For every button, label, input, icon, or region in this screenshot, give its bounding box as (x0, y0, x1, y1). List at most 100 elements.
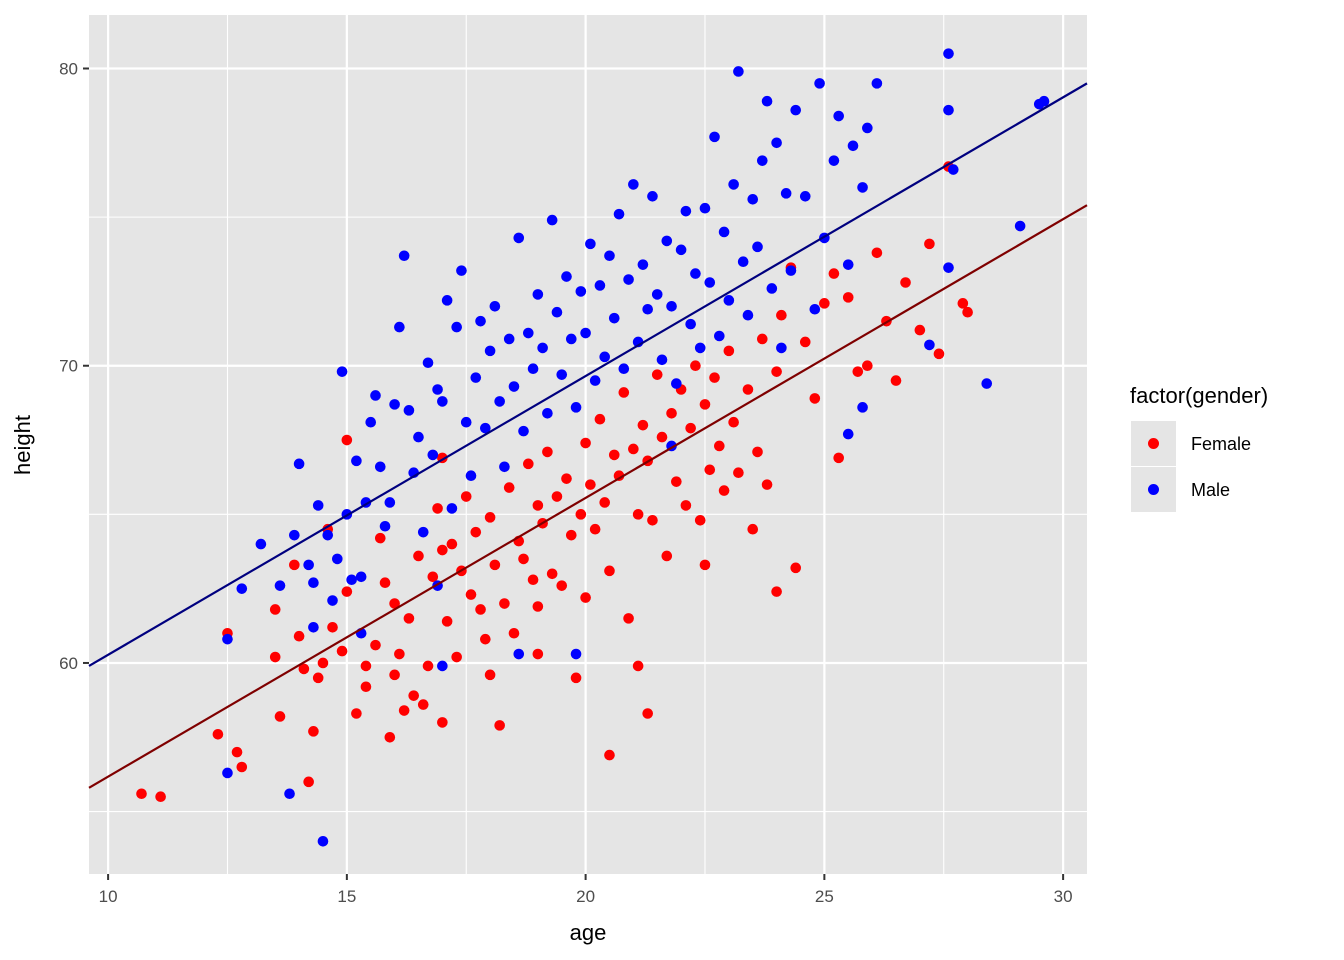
point-female (427, 571, 439, 583)
point-female (312, 672, 324, 684)
point-female (924, 238, 935, 250)
point-female (613, 470, 625, 482)
point-female (494, 720, 505, 731)
point-male (322, 529, 334, 541)
point-male (365, 416, 377, 428)
point-male (551, 306, 563, 318)
point-female (580, 437, 591, 449)
point-male (484, 345, 496, 357)
point-male (842, 259, 854, 270)
point-female (360, 660, 372, 672)
point-female (828, 268, 840, 279)
point-male (690, 268, 701, 279)
point-male (699, 202, 711, 214)
point-male (766, 283, 778, 294)
point-female (370, 639, 381, 651)
point-male (642, 303, 653, 315)
y-axis-title: height (10, 415, 35, 475)
point-male (379, 520, 391, 532)
point-female (608, 449, 620, 461)
point-male (594, 280, 606, 291)
legend-title: factor(gender) (1130, 383, 1268, 408)
fit-line-male (88, 82, 1088, 667)
point-female (589, 523, 601, 535)
point-female (890, 375, 902, 386)
point-male (661, 235, 673, 247)
point-male (747, 193, 759, 205)
point-male (446, 503, 458, 514)
point-male (785, 265, 797, 276)
point-male (704, 277, 716, 288)
point-male (585, 238, 596, 250)
x-tick-label: 20 (576, 887, 595, 906)
point-male (327, 595, 338, 606)
point-male (499, 461, 510, 473)
point-female (723, 345, 735, 357)
point-female (389, 598, 400, 609)
point-male (857, 182, 868, 193)
point-male (618, 363, 630, 375)
point-female (289, 559, 300, 571)
point-female (680, 500, 692, 511)
point-male (575, 286, 587, 297)
point-male (513, 648, 525, 660)
point-male (494, 396, 505, 407)
point-female (575, 509, 587, 520)
point-female (871, 247, 883, 259)
point-male (943, 262, 954, 273)
point-female (136, 788, 147, 800)
point-female (327, 621, 338, 633)
point-male (613, 208, 625, 220)
point-male (580, 327, 591, 339)
point-female (341, 434, 353, 446)
point-female (618, 387, 630, 398)
point-male (542, 407, 553, 419)
point-male (470, 372, 482, 383)
point-male (346, 574, 357, 586)
point-male (685, 318, 696, 330)
point-male (589, 375, 601, 386)
point-male (599, 351, 611, 363)
point-female (532, 601, 544, 612)
point-female (628, 443, 639, 455)
point-male (527, 363, 539, 375)
point-female (293, 630, 305, 642)
point-female (623, 613, 634, 624)
point-female (336, 645, 348, 657)
point-male (289, 529, 300, 541)
point-female (862, 360, 873, 372)
point-male (518, 425, 529, 437)
point-male (303, 559, 314, 571)
point-male (222, 767, 233, 779)
point-male (546, 214, 558, 226)
x-tick-label: 15 (337, 887, 356, 906)
point-female (269, 604, 281, 615)
point-male (456, 265, 467, 276)
point-male (718, 226, 730, 238)
point-male (737, 256, 749, 268)
point-female (666, 407, 677, 419)
point-male (694, 342, 706, 354)
point-male (862, 122, 873, 134)
point-female (360, 681, 372, 693)
point-male (756, 155, 768, 166)
point-male (480, 422, 491, 434)
point-male (274, 580, 286, 591)
point-male (308, 621, 319, 633)
point-male (776, 342, 787, 354)
point-male (236, 583, 248, 594)
point-male (374, 461, 386, 473)
point-male (847, 140, 859, 152)
legend-label-male: Male (1191, 480, 1230, 500)
point-female (155, 791, 166, 803)
point-female (709, 372, 720, 383)
point-male (733, 66, 744, 77)
point-female (914, 324, 926, 336)
point-male (608, 312, 620, 324)
point-female (632, 660, 644, 672)
point-male (809, 303, 821, 315)
point-female (308, 726, 319, 737)
point-female (651, 369, 663, 380)
point-female (599, 497, 611, 508)
